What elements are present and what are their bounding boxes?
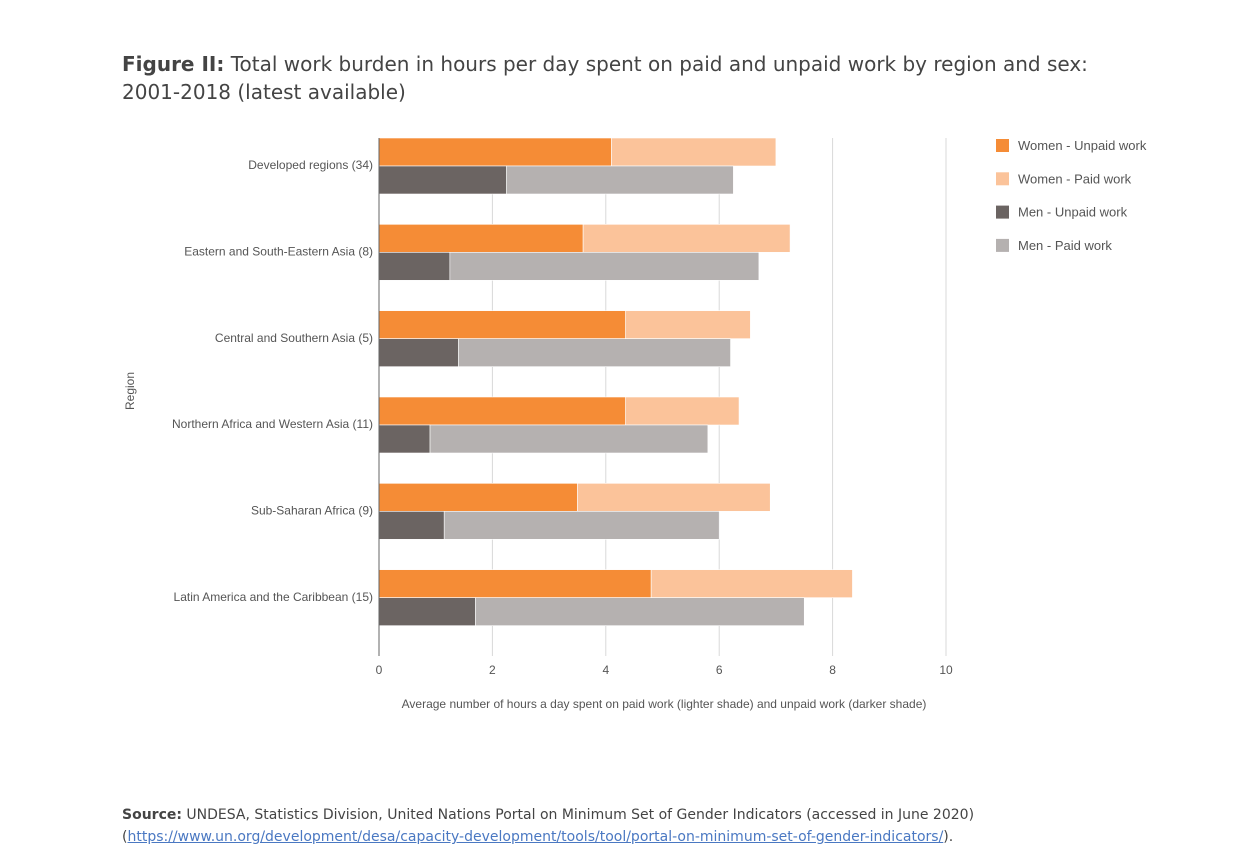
legend-label-3: Men - Paid work [1018, 238, 1112, 253]
bar-women-paid-3 [625, 396, 740, 426]
bar-women-paid-4 [577, 483, 771, 512]
chart-title-prefix: Figure II: [122, 52, 225, 76]
x-axis: 0 2 4 6 8 10 Average number of hours a day spe… [376, 663, 953, 711]
chart-title-text: Total work burden in hours per day spent… [122, 52, 1088, 104]
legend-label-1: Women - Paid work [1018, 171, 1132, 186]
bar-women-unpaid-1 [378, 224, 584, 253]
y-tick-label-1: Eastern and South-Eastern Asia (8) [184, 245, 373, 259]
x-tick-label-0: 0 [376, 663, 383, 677]
legend: Women - Unpaid work Women - Paid work Men … [996, 138, 1147, 253]
bar-men-unpaid-2 [378, 338, 459, 367]
source-text: UNDESA, Statistics Division, United Nati… [186, 807, 975, 823]
bar-men-unpaid-4 [378, 511, 445, 540]
source-link-close: ). [943, 829, 954, 845]
source-link-open: ( [122, 829, 128, 845]
y-tick-label-5: Latin America and the Caribbean (15) [174, 590, 373, 604]
bar-women-unpaid-4 [378, 483, 578, 512]
bar-women-paid-5 [650, 569, 853, 598]
bar-chart: Developed regions (34) Eastern and South-… [123, 137, 1147, 711]
y-tick-label-0: Developed regions (34) [248, 158, 373, 172]
bar-men-unpaid-3 [378, 424, 431, 454]
chart-title: Figure II: Total work burden in hours pe… [122, 50, 1142, 106]
bar-women-unpaid-3 [378, 396, 626, 426]
bar-men-paid-2 [458, 338, 731, 367]
source-label: Source: [122, 807, 182, 823]
bar-women-unpaid-0 [378, 137, 612, 167]
bar-women-paid-2 [625, 310, 751, 339]
bar-men-unpaid-5 [378, 597, 476, 626]
bar-men-paid-1 [449, 252, 760, 281]
bar-men-unpaid-0 [378, 165, 507, 195]
source-link[interactable]: https://www.un.org/development/desa/capa… [127, 829, 944, 845]
legend-swatch-1 [996, 172, 1009, 186]
bar-men-unpaid-1 [378, 252, 451, 281]
bar-men-paid-5 [475, 597, 805, 626]
legend-label-0: Women - Unpaid work [1018, 138, 1147, 153]
bar-women-unpaid-2 [378, 310, 626, 339]
bar-women-unpaid-5 [378, 569, 652, 598]
bar-women-paid-1 [582, 224, 791, 253]
legend-swatch-0 [996, 139, 1009, 152]
x-tick-label-4: 8 [829, 663, 836, 677]
bar-women-paid-0 [611, 137, 777, 167]
y-tick-label-2: Central and Southern Asia (5) [215, 331, 373, 345]
bars [378, 137, 853, 626]
x-tick-label-2: 4 [602, 663, 609, 677]
bar-men-paid-3 [429, 424, 709, 454]
bar-men-paid-0 [506, 165, 734, 195]
x-axis-title: Average number of hours a day spent on p… [402, 697, 927, 711]
y-axis-title: Region [123, 372, 137, 410]
legend-swatch-2 [996, 205, 1009, 219]
source-note: Source: UNDESA, Statistics Division, Uni… [122, 804, 1222, 848]
x-tick-label-3: 6 [716, 663, 723, 677]
y-axis: Developed regions (34) Eastern and South-… [123, 138, 380, 656]
legend-swatch-3 [996, 238, 1009, 252]
x-tick-label-1: 2 [489, 663, 496, 677]
bar-men-paid-4 [443, 511, 720, 540]
legend-label-2: Men - Unpaid work [1018, 205, 1128, 220]
x-tick-label-5: 10 [939, 663, 953, 677]
y-tick-label-3: Northern Africa and Western Asia (11) [172, 417, 373, 431]
y-tick-label-4: Sub-Saharan Africa (9) [251, 504, 373, 518]
